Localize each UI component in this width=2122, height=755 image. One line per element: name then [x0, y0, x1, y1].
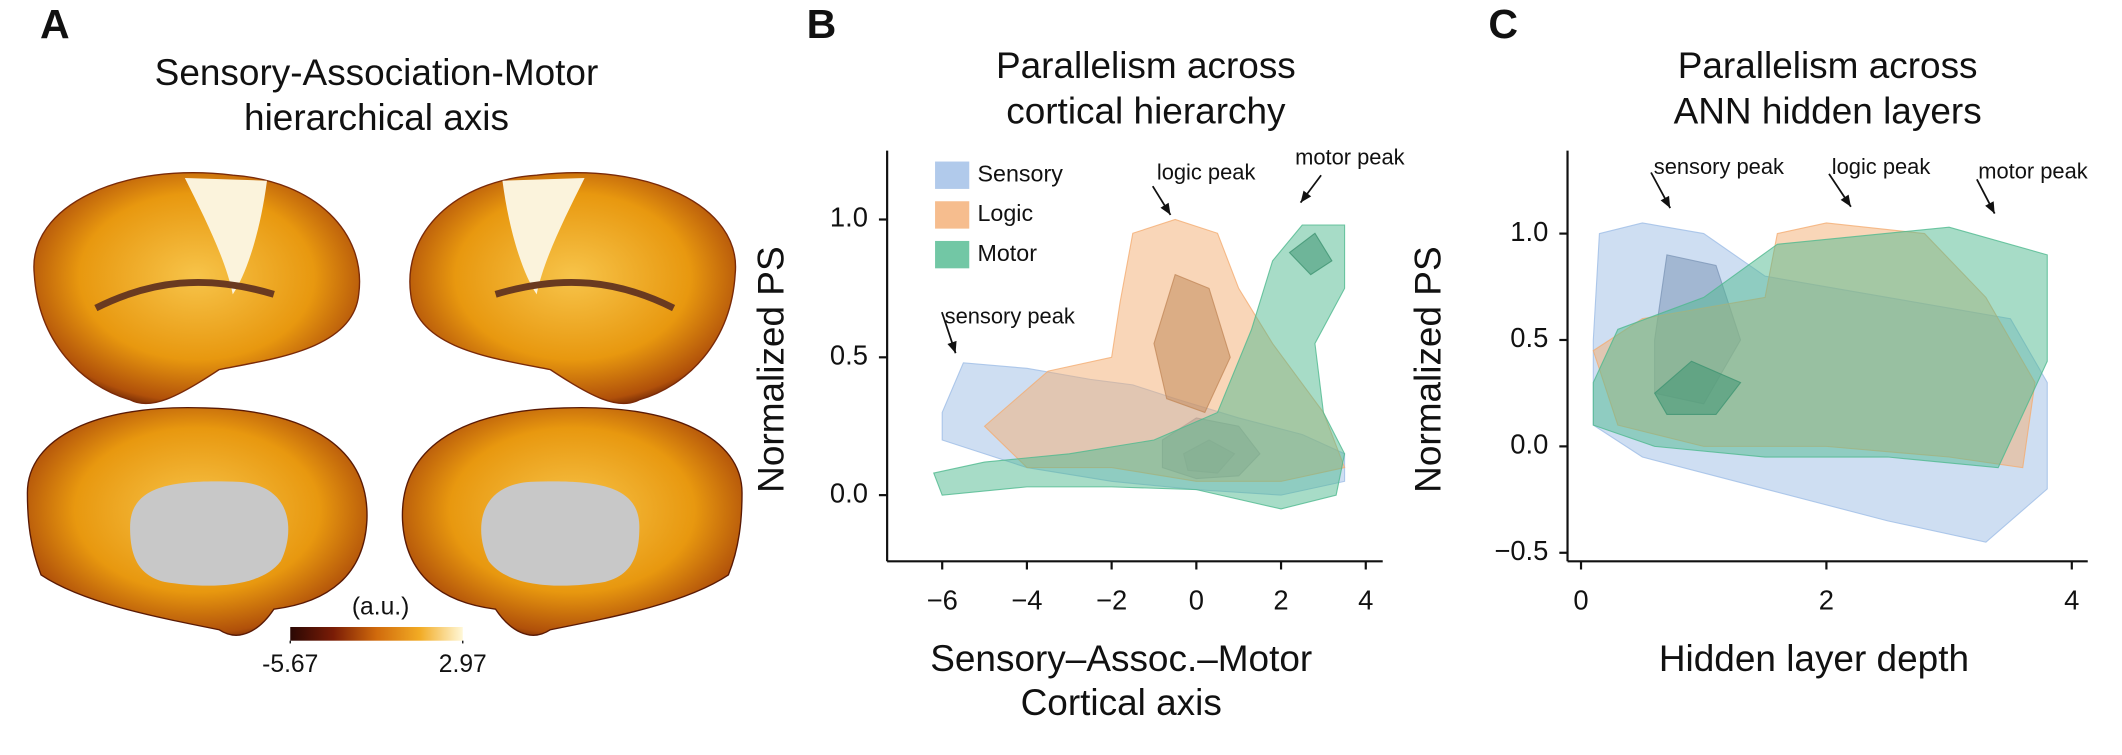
annotation: sensory peak — [1654, 154, 1784, 179]
x-axis-label: Sensory–Assoc.–Motor — [930, 638, 1312, 679]
annotation: motor peak — [1978, 158, 2088, 183]
chart-title: Sensory-Association-Motor — [155, 52, 599, 93]
annotation: logic peak — [1832, 154, 1931, 179]
colorbar-tick-label: 2.97 — [439, 651, 487, 678]
y-axis-label: Normalized PS — [750, 246, 791, 492]
legend-label: Motor — [977, 240, 1037, 266]
panel-letter: A — [40, 1, 70, 47]
x-tick-label: −4 — [1011, 585, 1042, 616]
x-axis-label: Cortical axis — [1021, 682, 1222, 723]
colorbar-tick-label: -5.67 — [262, 651, 318, 678]
y-tick-label: 1.0 — [1510, 216, 1548, 247]
density-contour — [1288, 232, 1333, 276]
y-tick-label: 0.0 — [830, 477, 868, 508]
brain-maps — [26, 172, 743, 636]
y-tick-label: 0.5 — [830, 340, 868, 371]
colorbar-label: (a.u.) — [352, 593, 409, 620]
annotation: logic peak — [1157, 160, 1256, 185]
colorbar — [290, 626, 463, 641]
legend-swatch — [935, 240, 970, 269]
chart-title: cortical hierarchy — [1006, 90, 1286, 131]
chart-title: Parallelism across — [996, 45, 1296, 86]
density-contour — [1153, 273, 1231, 414]
arrow-head — [947, 340, 957, 354]
arrow-head — [1985, 201, 1995, 214]
y-axis-label: Normalized PS — [1407, 246, 1448, 492]
x-tick-label: −2 — [1096, 585, 1127, 616]
panel-letter: C — [1488, 1, 1518, 47]
y-tick-label: 0.5 — [1510, 322, 1548, 353]
legend-label: Sensory — [977, 160, 1063, 186]
x-tick-label: 0 — [1189, 585, 1204, 616]
panel-letter: B — [807, 1, 837, 47]
legend-swatch — [935, 161, 970, 189]
x-tick-label: 2 — [1819, 585, 1834, 616]
annotation: motor peak — [1295, 145, 1405, 170]
chart-title: Parallelism across — [1678, 45, 1978, 86]
y-tick-label: 1.0 — [830, 202, 868, 233]
arrow-head — [1300, 190, 1312, 203]
x-tick-label: 2 — [1273, 585, 1288, 616]
x-tick-label: 4 — [2064, 585, 2079, 616]
x-tick-label: 0 — [1573, 585, 1588, 616]
density-contour — [1653, 360, 1742, 416]
chart-title: hierarchical axis — [244, 97, 509, 138]
x-tick-label: 4 — [1358, 585, 1373, 616]
arrow-head — [1160, 202, 1171, 215]
legend-label: Logic — [977, 200, 1033, 226]
legend-swatch — [935, 201, 970, 229]
x-tick-label: −6 — [927, 585, 958, 616]
y-tick-label: −0.5 — [1494, 535, 1548, 566]
chart-title: ANN hidden layers — [1674, 90, 1982, 131]
arrow-head — [1840, 194, 1851, 207]
y-tick-label: 0.0 — [1510, 429, 1548, 460]
x-axis-label: Hidden layer depth — [1659, 638, 1969, 679]
arrow-head — [1660, 195, 1671, 209]
density-contour — [932, 224, 1346, 510]
annotation: sensory peak — [945, 303, 1075, 328]
